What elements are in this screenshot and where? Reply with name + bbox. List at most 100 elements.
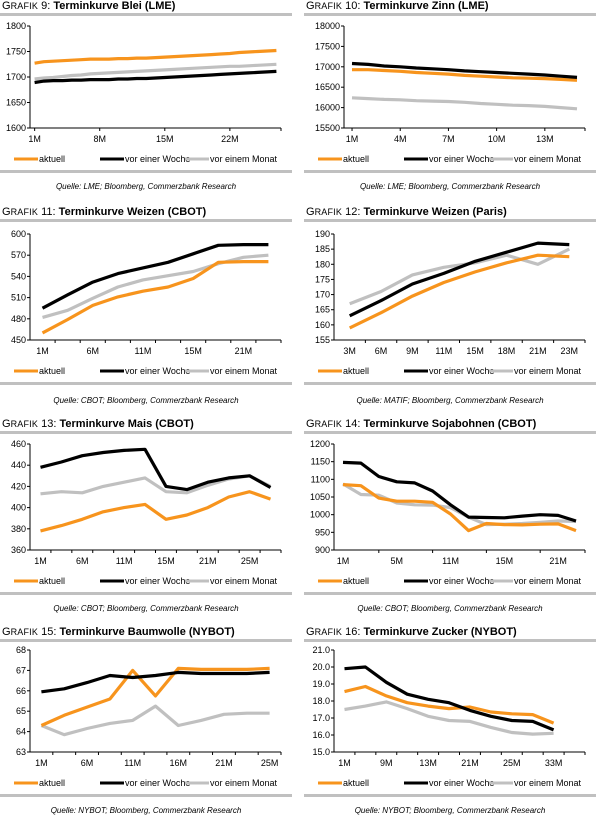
x-tick-label: 4M bbox=[394, 134, 407, 144]
legend-label: vor einer Woche bbox=[125, 778, 190, 788]
chart-source: Quelle: MATIF; Bloomberg, Commerzbank Re… bbox=[356, 396, 544, 405]
chart-title-text: Terminkurve Blei (LME) bbox=[53, 0, 176, 12]
y-tick-label: 1600 bbox=[6, 123, 26, 133]
y-tick-label: 16500 bbox=[315, 82, 340, 92]
x-tick-label: 1M bbox=[34, 556, 47, 566]
legend-label: aktuell bbox=[343, 154, 369, 164]
y-tick-label: 1150 bbox=[311, 457, 330, 467]
legend-item-aktuell: aktuell bbox=[318, 576, 369, 586]
y-tick-label: 460 bbox=[11, 439, 26, 449]
y-tick-label: 380 bbox=[11, 524, 26, 534]
chart-title: GRAFIK 13: Terminkurve Mais (CBOT) bbox=[2, 418, 194, 430]
chart-svg: 15.0 16.0 17.0 18.0 19.0 20.0 21.0 1M 9M 13M 21M 25… bbox=[312, 645, 586, 788]
y-tick-label: 63 bbox=[16, 747, 26, 757]
chart-title: GRAFIK 11: Terminkurve Weizen (CBOT) bbox=[2, 206, 206, 218]
legend-item-aktuell: aktuell bbox=[318, 778, 369, 788]
x-tick-label: 15M bbox=[184, 346, 202, 356]
x-tick-label: 21M bbox=[461, 758, 479, 768]
chart-svg: 63 64 65 66 67 68 1M 6M 11M 16M 21M 25M aktuell vor e… bbox=[14, 645, 282, 788]
y-tick-label: 15500 bbox=[315, 123, 340, 133]
legend-item-aktuell: aktuell bbox=[14, 576, 65, 586]
legend-label: vor einer Woche bbox=[429, 366, 494, 376]
x-tick-label: 15M bbox=[466, 346, 484, 356]
chart-svg: 1600 1650 1700 1750 1800 1M 8M 15M 22M aktuell vor… bbox=[6, 21, 282, 164]
chart-svg: 900 950 1000 1050 1100 1150 1200 1M 5M 11M 15M 21M a… bbox=[310, 439, 586, 586]
chart-source: Quelle: CBOT; Bloomberg, Commerzbank Res… bbox=[53, 396, 239, 405]
chart-number: GRAFIK 15: bbox=[2, 626, 60, 638]
legend-label: vor einem Monat bbox=[210, 366, 278, 376]
chart-number: GRAFIK 13: bbox=[2, 418, 60, 430]
legend-label: aktuell bbox=[39, 154, 65, 164]
x-tick-label: 25M bbox=[503, 758, 521, 768]
y-tick-label: 165 bbox=[315, 305, 330, 315]
title-divider bbox=[304, 219, 596, 222]
chart-svg: 360 380 400 420 440 460 1M 6M 11M 15M 21M 25M aktuel… bbox=[11, 439, 282, 586]
x-tick-label: 13M bbox=[536, 134, 554, 144]
legend-item-vor-einem-monat: vor einem Monat bbox=[185, 154, 278, 164]
legend-label: aktuell bbox=[343, 778, 369, 788]
legend-item-vor-einer-woche: vor einer Woche bbox=[404, 778, 494, 788]
legend-label: vor einem Monat bbox=[514, 154, 582, 164]
series-line-aktuell bbox=[40, 666, 270, 727]
y-tick-label: 160 bbox=[315, 320, 330, 330]
title-divider bbox=[0, 219, 292, 222]
series-line-aktuell bbox=[344, 684, 555, 725]
x-tick-label: 16M bbox=[170, 758, 188, 768]
series-line-aktuell bbox=[342, 483, 577, 533]
series-line-vor-einer-woche bbox=[34, 69, 277, 85]
x-tick-label: 21M bbox=[529, 346, 547, 356]
chart-svg: 450 480 510 540 570 600 1M 6M 11M 15M 21M aktuell vo… bbox=[11, 229, 282, 376]
chart-title-text: Terminkurve Sojabohnen (CBOT) bbox=[363, 418, 537, 430]
legend-label: aktuell bbox=[39, 778, 65, 788]
x-tick-label: 15M bbox=[156, 134, 174, 144]
y-tick-label: 20.0 bbox=[312, 662, 330, 672]
legend-label: aktuell bbox=[39, 366, 65, 376]
legend-label: vor einer Woche bbox=[429, 154, 494, 164]
series-line-vor-einem-monat bbox=[40, 704, 270, 737]
legend-item-vor-einer-woche: vor einer Woche bbox=[404, 154, 494, 164]
legend-label: aktuell bbox=[343, 576, 369, 586]
series-line-vor-einer-woche bbox=[344, 665, 555, 732]
x-tick-label: 18M bbox=[498, 346, 516, 356]
x-tick-label: 21M bbox=[215, 758, 233, 768]
x-tick-label: 15M bbox=[496, 556, 514, 566]
y-tick-label: 1700 bbox=[6, 72, 26, 82]
x-tick-label: 1M bbox=[28, 134, 41, 144]
x-tick-label: 3M bbox=[343, 346, 356, 356]
x-tick-label: 23M bbox=[561, 346, 579, 356]
title-divider bbox=[0, 13, 292, 16]
legend-item-aktuell: aktuell bbox=[14, 154, 65, 164]
y-tick-label: 570 bbox=[11, 250, 26, 260]
legend-item-vor-einer-woche: vor einer Woche bbox=[404, 576, 494, 586]
title-divider bbox=[0, 639, 292, 642]
legend-item-aktuell: aktuell bbox=[14, 778, 65, 788]
x-tick-label: 6M bbox=[375, 346, 388, 356]
legend-item-vor-einer-woche: vor einer Woche bbox=[404, 366, 494, 376]
legend-item-aktuell: aktuell bbox=[318, 154, 369, 164]
legend-divider bbox=[304, 382, 596, 385]
chart-title: GRAFIK 14: Terminkurve Sojabohnen (CBOT) bbox=[306, 418, 536, 430]
y-tick-label: 67 bbox=[16, 665, 26, 675]
legend-divider bbox=[0, 794, 292, 797]
series-line-vor-einem-monat bbox=[342, 482, 577, 527]
y-tick-label: 600 bbox=[11, 229, 26, 239]
legend-item-aktuell: aktuell bbox=[14, 366, 65, 376]
y-tick-label: 16.0 bbox=[312, 730, 330, 740]
x-tick-label: 7M bbox=[442, 134, 455, 144]
chart-number: GRAFIK 10: bbox=[306, 0, 364, 12]
title-divider bbox=[304, 431, 596, 434]
y-tick-label: 19.0 bbox=[312, 679, 330, 689]
title-divider bbox=[0, 431, 292, 434]
chart-number: GRAFIK 11: bbox=[2, 206, 59, 218]
y-tick-label: 360 bbox=[11, 545, 26, 555]
series-line-aktuell bbox=[352, 68, 578, 82]
y-tick-label: 950 bbox=[315, 527, 330, 537]
y-tick-label: 480 bbox=[11, 314, 26, 324]
legend-item-vor-einem-monat: vor einem Monat bbox=[489, 576, 582, 586]
x-tick-label: 1M bbox=[35, 758, 48, 768]
y-tick-label: 540 bbox=[11, 271, 26, 281]
x-tick-label: 25M bbox=[241, 556, 259, 566]
chart-number: GRAFIK 16: bbox=[306, 626, 364, 638]
x-tick-label: 15M bbox=[157, 556, 175, 566]
y-tick-label: 16000 bbox=[315, 103, 340, 113]
